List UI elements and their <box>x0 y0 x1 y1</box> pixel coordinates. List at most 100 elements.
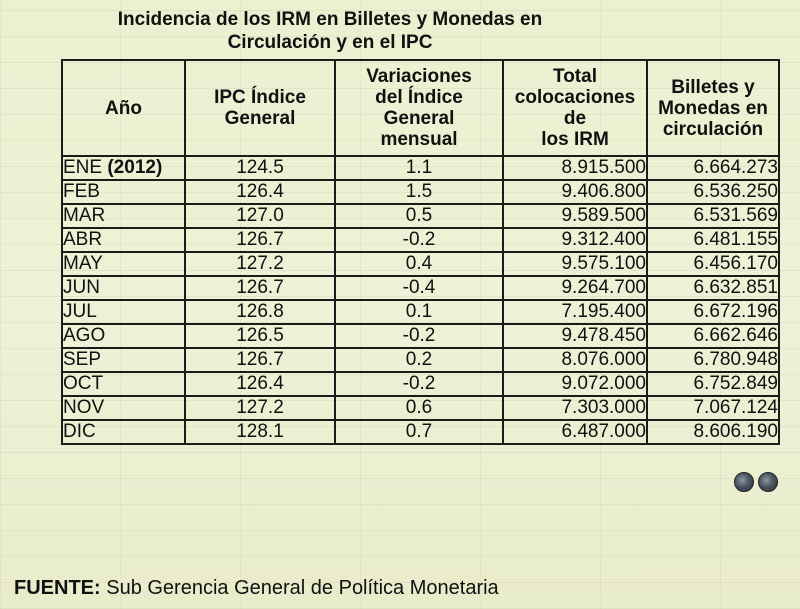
cell-variacion: 0.4 <box>334 251 504 277</box>
cell-total: 8.915.500 <box>502 155 648 181</box>
month-label: FEB <box>63 181 100 202</box>
month-label: DIC <box>63 421 96 442</box>
dot-icon <box>758 472 778 492</box>
cell-mes: NOV <box>61 395 186 421</box>
header-row: Año IPC Índice General Variaciones del Í… <box>61 59 780 157</box>
cell-mes: ENE (2012) <box>61 155 186 181</box>
cell-ipc: 126.7 <box>184 347 336 373</box>
cell-total: 9.312.400 <box>502 227 648 253</box>
table-row: JUL 126.8 0.1 7.195.400 6.672.196 <box>61 299 780 325</box>
cell-mes: FEB <box>61 179 186 205</box>
dot-icon <box>734 472 754 492</box>
cell-mes: ABR <box>61 227 186 253</box>
cell-total: 9.406.800 <box>502 179 648 205</box>
table-row: OCT 126.4 -0.2 9.072.000 6.752.849 <box>61 371 780 397</box>
cell-mes: JUL <box>61 299 186 325</box>
cell-mes: AGO <box>61 323 186 349</box>
cell-ipc: 126.4 <box>184 371 336 397</box>
cell-total: 9.589.500 <box>502 203 648 229</box>
header-anio: Año <box>61 59 186 157</box>
cell-mes: SEP <box>61 347 186 373</box>
irm-table: Año IPC Índice General Variaciones del Í… <box>61 59 780 445</box>
cell-variacion: -0.4 <box>334 275 504 301</box>
cell-mes: JUN <box>61 275 186 301</box>
cell-mes: DIC <box>61 419 186 445</box>
table-row: NOV 127.2 0.6 7.303.000 7.067.124 <box>61 395 780 421</box>
decorative-dots <box>734 472 778 492</box>
cell-ipc: 126.5 <box>184 323 336 349</box>
month-label: JUL <box>63 301 97 322</box>
cell-ipc: 127.0 <box>184 203 336 229</box>
table-row: DIC 128.1 0.7 6.487.000 8.606.190 <box>61 419 780 445</box>
cell-billetes: 8.606.190 <box>646 419 780 445</box>
cell-billetes: 6.481.155 <box>646 227 780 253</box>
cell-billetes: 6.536.250 <box>646 179 780 205</box>
cell-variacion: 1.5 <box>334 179 504 205</box>
cell-variacion: 0.1 <box>334 299 504 325</box>
header-ipc: IPC Índice General <box>184 59 336 157</box>
month-label: NOV <box>63 397 105 418</box>
year-label: (2012) <box>107 157 163 178</box>
cell-mes: MAY <box>61 251 186 277</box>
cell-total: 7.303.000 <box>502 395 648 421</box>
cell-billetes: 6.664.273 <box>646 155 780 181</box>
cell-billetes: 6.456.170 <box>646 251 780 277</box>
cell-variacion: 0.2 <box>334 347 504 373</box>
cell-billetes: 6.752.849 <box>646 371 780 397</box>
cell-variacion: -0.2 <box>334 323 504 349</box>
cell-ipc: 126.7 <box>184 227 336 253</box>
table-row: MAR 127.0 0.5 9.589.500 6.531.569 <box>61 203 780 229</box>
cell-ipc: 128.1 <box>184 419 336 445</box>
cell-total: 9.478.450 <box>502 323 648 349</box>
month-label: SEP <box>63 349 102 370</box>
cell-total: 9.575.100 <box>502 251 648 277</box>
cell-variacion: 0.6 <box>334 395 504 421</box>
cell-ipc: 127.2 <box>184 251 336 277</box>
header-total-colocaciones: Total colocaciones de los IRM <box>502 59 648 157</box>
table-row: ABR 126.7 -0.2 9.312.400 6.481.155 <box>61 227 780 253</box>
cell-billetes: 6.780.948 <box>646 347 780 373</box>
cell-total: 9.072.000 <box>502 371 648 397</box>
month-label: MAY <box>63 253 103 274</box>
table-body: ENE (2012) 124.5 1.1 8.915.500 6.664.273 FEB 1… <box>61 155 780 445</box>
source-label: FUENTE: <box>14 577 101 599</box>
cell-variacion: 1.1 <box>334 155 504 181</box>
cell-total: 9.264.700 <box>502 275 648 301</box>
cell-variacion: 0.5 <box>334 203 504 229</box>
cell-variacion: 0.7 <box>334 419 504 445</box>
table-row: SEP 126.7 0.2 8.076.000 6.780.948 <box>61 347 780 373</box>
table-title: Incidencia de los IRM en Billetes y Mone… <box>60 8 600 54</box>
table-row: ENE (2012) 124.5 1.1 8.915.500 6.664.273 <box>61 155 780 181</box>
month-label: MAR <box>63 205 106 226</box>
table-row: AGO 126.5 -0.2 9.478.450 6.662.646 <box>61 323 780 349</box>
cell-ipc: 124.5 <box>184 155 336 181</box>
source-text: Sub Gerencia General de Política Monetar… <box>106 577 499 599</box>
cell-billetes: 7.067.124 <box>646 395 780 421</box>
cell-total: 8.076.000 <box>502 347 648 373</box>
title-line-2: Circulación y en el IPC <box>227 32 433 53</box>
month-label: OCT <box>63 373 104 394</box>
cell-billetes: 6.531.569 <box>646 203 780 229</box>
month-label: ABR <box>63 229 103 250</box>
title-line-1: Incidencia de los IRM en Billetes y Mone… <box>117 9 543 30</box>
cell-ipc: 127.2 <box>184 395 336 421</box>
cell-billetes: 6.672.196 <box>646 299 780 325</box>
month-label: AGO <box>63 325 106 346</box>
cell-mes: OCT <box>61 371 186 397</box>
header-variaciones: Variaciones del Índice General mensual <box>334 59 504 157</box>
cell-billetes: 6.632.851 <box>646 275 780 301</box>
cell-mes: MAR <box>61 203 186 229</box>
cell-ipc: 126.7 <box>184 275 336 301</box>
header-billetes-monedas: Billetes y Monedas en circulación <box>646 59 780 157</box>
table-row: FEB 126.4 1.5 9.406.800 6.536.250 <box>61 179 780 205</box>
cell-total: 6.487.000 <box>502 419 648 445</box>
month-label: ENE <box>63 157 103 178</box>
cell-variacion: -0.2 <box>334 227 504 253</box>
table-row: MAY 127.2 0.4 9.575.100 6.456.170 <box>61 251 780 277</box>
cell-ipc: 126.4 <box>184 179 336 205</box>
table-row: JUN 126.7 -0.4 9.264.700 6.632.851 <box>61 275 780 301</box>
cell-ipc: 126.8 <box>184 299 336 325</box>
source-note: FUENTE: Sub Gerencia General de Política… <box>14 576 499 600</box>
cell-variacion: -0.2 <box>334 371 504 397</box>
cell-billetes: 6.662.646 <box>646 323 780 349</box>
